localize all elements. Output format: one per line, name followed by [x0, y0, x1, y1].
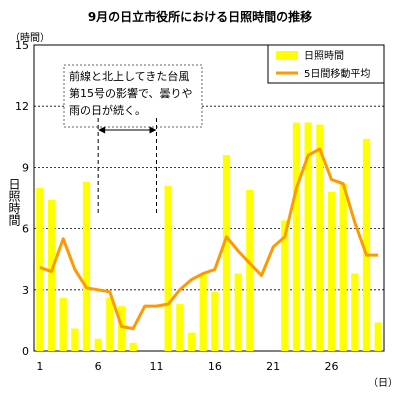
legend-label-line: 5日間移動平均: [304, 67, 370, 80]
legend-swatch-bar: [276, 51, 298, 60]
bar-day-29: [362, 138, 371, 351]
y-tick-9: 9: [22, 161, 29, 174]
bar-day-6: [94, 338, 102, 351]
x-tick-11: 11: [150, 360, 164, 373]
bar-day-9: [129, 342, 137, 351]
y-tick-12: 12: [15, 100, 29, 113]
bar-day-23: [292, 122, 301, 352]
annotation-line-3: 雨の日が続く。: [69, 103, 146, 117]
y-tick-3: 3: [22, 284, 29, 297]
y-axis-unit: （時間）: [10, 32, 50, 44]
bar-day-12: [164, 185, 172, 351]
bar-day-16: [211, 291, 219, 351]
bar-day-3: [59, 297, 67, 351]
bar-day-8: [117, 306, 126, 351]
bar-day-25: [316, 124, 324, 351]
annotation: 前線と北上してきた台風 第15号の影響で、曇りや 雨の日が続く。: [63, 64, 203, 216]
annotation-line-1: 前線と北上してきた台風: [69, 69, 189, 83]
bar-day-19: [246, 189, 254, 351]
bar-day-5: [82, 181, 91, 351]
legend: 日照時間 5日間移動平均: [267, 44, 385, 84]
bar-day-28: [351, 273, 359, 351]
x-tick-1: 1: [36, 360, 43, 373]
y-tick-6: 6: [22, 223, 29, 236]
bar-day-15: [199, 273, 207, 351]
y-tick-15: 15: [15, 39, 29, 52]
bar-day-14: [187, 332, 196, 351]
bar-day-22: [281, 220, 289, 351]
y-tick-0: 0: [22, 345, 29, 358]
x-ticks: 1 6 11 16 21 26: [36, 360, 338, 373]
bar-day-17: [222, 155, 231, 351]
bar-day-7: [106, 297, 114, 351]
x-tick-26: 26: [325, 360, 339, 373]
chart-title: 9月の日立市役所における日照時間の推移: [88, 9, 312, 24]
bar-day-4: [71, 328, 79, 351]
y-ticks: 0 3 6 9 12 15: [15, 39, 29, 358]
x-tick-21: 21: [266, 360, 280, 373]
x-tick-16: 16: [208, 360, 222, 373]
annotation-arrowhead-right: [149, 126, 157, 134]
bar-day-18: [234, 273, 242, 351]
legend-label-bar: 日照時間: [304, 50, 344, 62]
annotation-box: [63, 64, 203, 128]
annotation-line-2: 第15号の影響で、曇りや: [69, 86, 193, 100]
sunshine-bars: [36, 122, 382, 352]
bar-day-13: [176, 304, 184, 351]
bar-day-2: [47, 200, 56, 351]
y-axis-label: 日照時間: [7, 178, 21, 226]
annotation-arrowhead-left: [98, 126, 106, 134]
legend-box: [267, 44, 385, 84]
x-tick-6: 6: [95, 360, 102, 373]
moving-average-line: [39, 147, 379, 331]
bar-day-26: [327, 191, 336, 351]
bar-day-1: [36, 187, 44, 351]
x-axis-unit: （日）: [368, 377, 398, 389]
bar-day-24: [304, 122, 312, 352]
bar-day-30: [374, 322, 382, 351]
bar-day-27: [339, 183, 347, 351]
